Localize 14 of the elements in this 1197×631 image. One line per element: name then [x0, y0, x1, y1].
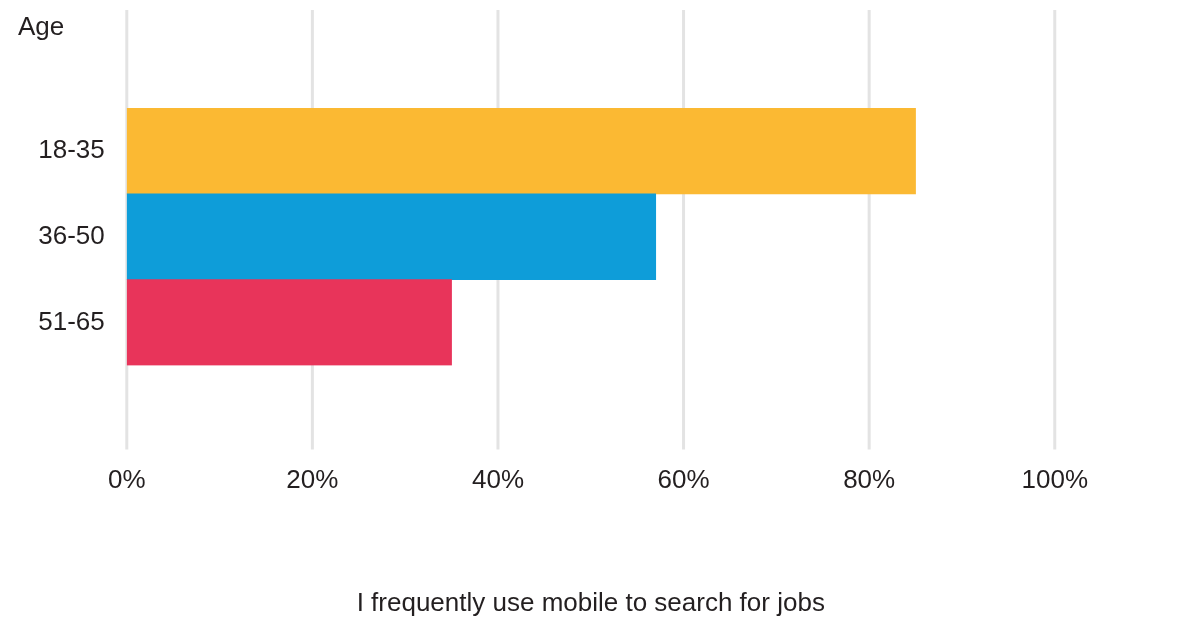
bar [126, 193, 657, 280]
y-axis-title: Age [18, 11, 65, 42]
x-tick-label: 20% [286, 464, 339, 495]
y-tick-label: 36-50 [38, 219, 105, 250]
bar [126, 108, 916, 195]
y-tick-label: 18-35 [38, 134, 105, 165]
x-tick-label: 0% [108, 464, 146, 495]
x-axis-title: I frequently use mobile to search for jobs [356, 586, 825, 617]
y-tick-label: 51-65 [38, 305, 105, 336]
x-tick-label: 100% [1021, 464, 1088, 495]
x-tick-label: 80% [843, 464, 896, 495]
bar [126, 279, 452, 366]
x-tick-label: 60% [657, 464, 710, 495]
x-tick-label: 40% [471, 464, 524, 495]
